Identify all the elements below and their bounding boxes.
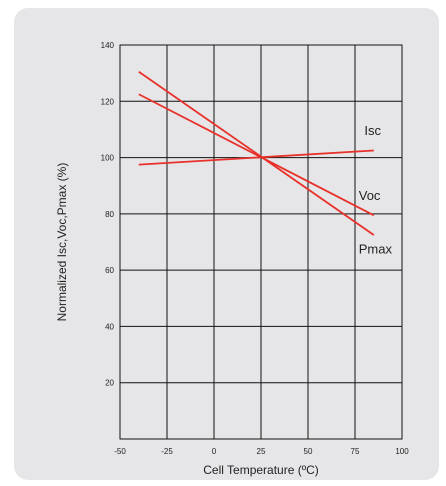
y-tick-label: 60 [105, 266, 114, 275]
plot-frame [119, 44, 403, 440]
y-tick-label: 80 [105, 210, 114, 219]
series-line-pmax [138, 70, 375, 236]
x-axis-title: Cell Temperature (ºC) [203, 463, 319, 477]
x-tick-label: -25 [161, 447, 173, 456]
series-label-pmax: Pmax [359, 241, 393, 256]
y-tick-label: 100 [101, 154, 115, 163]
x-tick-label: 25 [257, 447, 266, 456]
series-label-isc: Isc [364, 123, 381, 138]
chart-card [14, 8, 439, 480]
x-tick-label: 75 [351, 447, 360, 456]
x-tick-labels: -50 -25 0 25 50 75 100 [114, 447, 409, 456]
y-tick-label: 120 [101, 97, 115, 106]
series-labels: Isc Voc Pmax [359, 123, 393, 256]
y-tick-label: 20 [105, 379, 114, 388]
y-axis-title: Normalized Isc,Voc,Pmax (%) [55, 163, 69, 322]
y-tick-labels: 20 40 60 80 100 120 140 [101, 41, 115, 388]
x-tick-label: 50 [304, 447, 313, 456]
series-lines [138, 70, 375, 236]
x-tick-label: 0 [212, 447, 217, 456]
x-tick-label: -50 [114, 447, 126, 456]
x-tick-label: 100 [395, 447, 409, 456]
y-tick-label: 40 [105, 322, 114, 331]
y-tick-label: 140 [101, 41, 115, 50]
series-line-isc [138, 149, 374, 166]
series-line-voc [138, 93, 375, 217]
series-label-voc: Voc [359, 188, 381, 203]
grid-lines [119, 44, 403, 439]
